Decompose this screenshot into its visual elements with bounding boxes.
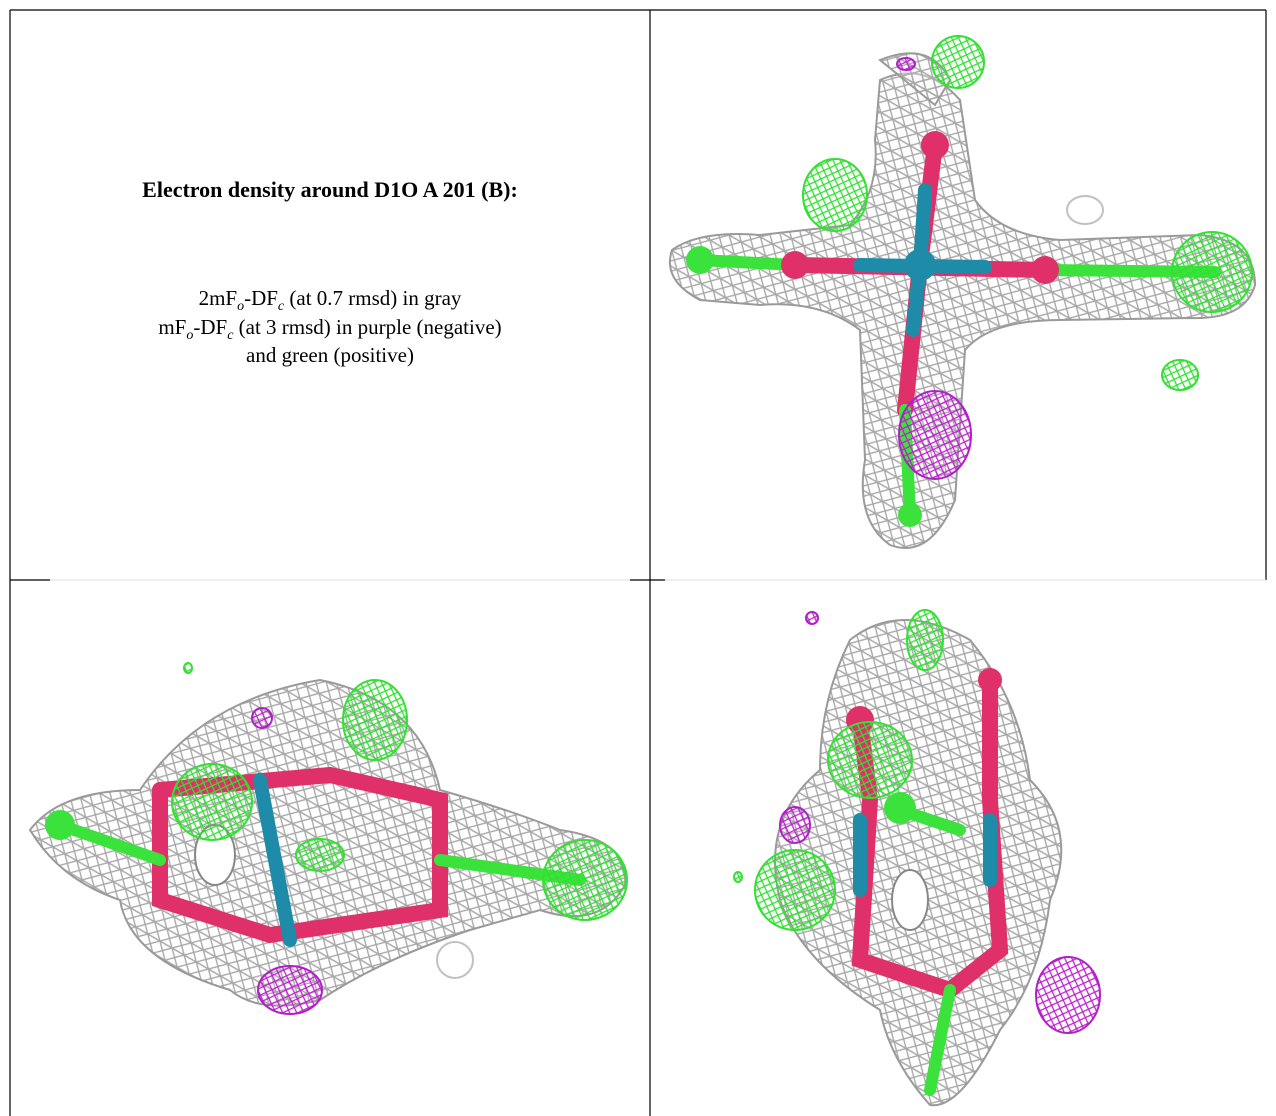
density-view-3 [733,609,1101,1107]
subscript: o [237,299,244,314]
text-run: -DF [244,286,278,310]
caption-line: mFo-DFc (at 3 rmsd) in purple (negative) [158,315,501,343]
density-view-1 [668,35,1257,549]
text-run: (at 0.7 rmsd) in gray [284,286,462,310]
caption-line: and green (positive) [246,343,414,367]
text-run: (at 3 rmsd) in purple (negative) [233,315,501,339]
text-run: and green (positive) [246,343,414,367]
text-run: mF [158,315,186,339]
subscript: o [186,328,193,343]
subscript: c [227,328,234,343]
caption-title: Electron density around D1O A 201 (B): [142,177,518,202]
caption-line: 2mFo-DFc (at 0.7 rmsd) in gray [199,286,462,314]
subscript: c [278,299,285,314]
density-view-2 [28,662,628,1015]
text-run: 2mF [199,286,238,310]
table-grid [9,9,1267,1116]
text-run: -DF [193,315,227,339]
